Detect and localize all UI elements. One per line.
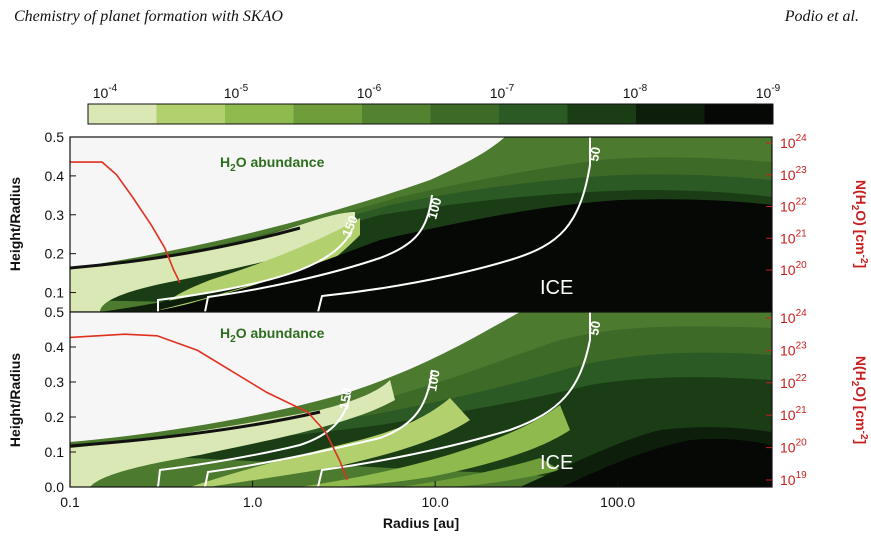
y-tick-label-bottom: 0.1 [45,444,65,460]
colorbar-swatch [362,104,431,124]
y-tick-label-top: 0.1 [45,285,65,301]
contour-label-50-bottom: 50 [586,320,603,337]
y-tick-label-bottom: 0.5 [45,304,65,320]
colorbar-swatch [431,104,500,124]
x-tick-label: 10.0 [422,494,449,510]
y-tick-label-bottom: 0.4 [45,339,65,355]
ice-label-bottom: ICE [540,452,573,474]
x-tick-label: 0.1 [60,494,80,510]
x-axis-label: Radius [au] [383,515,459,531]
colorbar-tick-label: 10-6 [357,83,382,101]
right-tick-label-top: 1023 [780,165,807,183]
right-axis-label-bottom: N(H2O) [cm-2] [849,356,869,444]
right-tick-label-top: 1021 [780,228,807,246]
colorbar-tick-label: 10-4 [93,83,118,101]
y-tick-label-top: 0.3 [45,207,65,223]
contour-label-50-top: 50 [586,146,603,163]
colorbar-swatch [499,104,568,124]
y-tick-label-bottom: 0.2 [45,409,65,425]
right-tick-label-bottom: 1019 [780,470,807,488]
x-tick-label: 1.0 [243,494,263,510]
right-tick-label-bottom: 1024 [780,308,807,326]
colorbar-swatch [225,104,294,124]
y-tick-label-top: 0.2 [45,246,65,262]
colorbar-swatch [88,104,157,124]
right-tick-label-bottom: 1023 [780,340,807,358]
colorbar-tick-label: 10-9 [756,83,781,101]
x-tick-label: 100.0 [600,494,635,510]
y-tick-label-top: 0.4 [45,168,65,184]
colorbar-tick-label: 10-5 [224,83,249,101]
panel-top [70,137,772,312]
y-tick-label-bottom: 0.3 [45,374,65,390]
right-axis-label-top: N(H2O) [cm-2] [849,180,869,268]
right-tick-label-top: 1024 [780,133,807,151]
y-axis-label-top: Height/Radius [7,177,23,271]
colorbar [88,104,774,124]
y-axis-label-bottom: Height/Radius [7,353,23,447]
right-tick-label-bottom: 1021 [780,405,807,423]
right-tick-label-top: 1022 [780,197,807,215]
right-tick-label-top: 1020 [780,260,807,278]
ice-label-top: ICE [540,277,573,299]
colorbar-swatch [294,104,363,124]
colorbar-swatch [705,104,774,124]
colorbar-swatch [636,104,705,124]
panel-bottom [70,312,772,487]
y-tick-label-top: 0.5 [45,129,65,145]
colorbar-swatch [157,104,226,124]
colorbar-ticks: 10-4 10-5 10-6 10-7 10-8 10-9 [93,83,781,101]
colorbar-swatch [568,104,637,124]
colorbar-tick-label: 10-8 [623,83,648,101]
right-tick-label-bottom: 1020 [780,438,807,456]
colorbar-tick-label: 10-7 [490,83,515,101]
y-tick-label-bottom: 0.0 [45,479,65,495]
right-tick-label-bottom: 1022 [780,373,807,391]
